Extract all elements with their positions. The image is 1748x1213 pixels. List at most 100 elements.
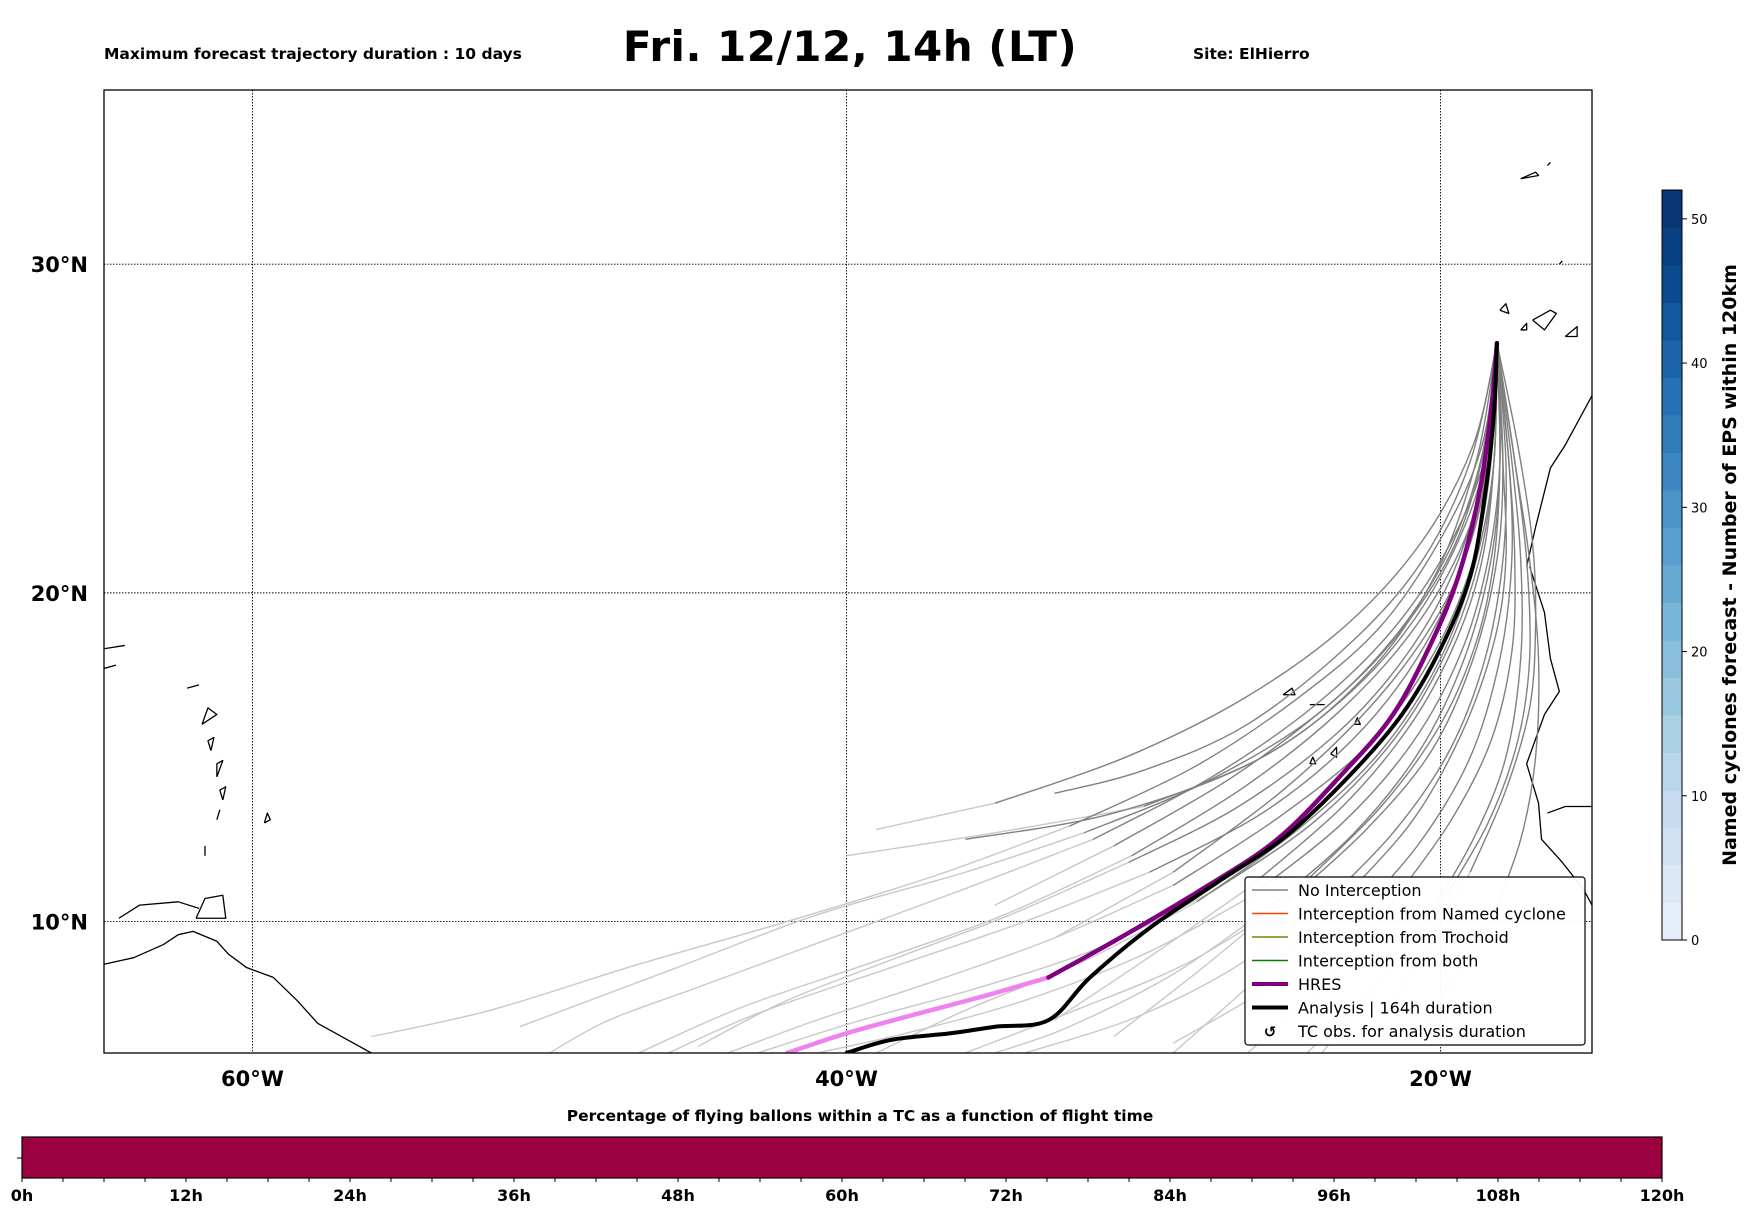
colorbar-swatch — [1662, 790, 1682, 828]
legend-label: TC obs. for analysis duration — [1297, 1022, 1526, 1041]
legend-label: Interception from both — [1298, 952, 1478, 971]
site-name: Site: ElHierro — [1193, 45, 1310, 63]
ensemble-trajectories — [965, 342, 1540, 922]
colorbar-swatch — [1662, 340, 1682, 378]
coastline — [1499, 302, 1510, 315]
coastline — [263, 812, 271, 824]
page-title: Fri. 12/12, 14h (LT) — [0, 22, 1700, 71]
ensemble-trajectory — [1315, 343, 1508, 913]
lon-tick-label: 20°W — [1409, 1067, 1472, 1091]
time-bar-tick-label: 24h — [333, 1186, 367, 1205]
lat-tick-label: 10°N — [31, 911, 88, 935]
axis-tick-labels: 60°W 40°W 20°W 30°N 20°N 10°N — [31, 253, 1472, 1091]
coastline — [104, 930, 378, 1053]
ensemble-trajectory — [1282, 343, 1504, 906]
colorbar-swatch — [1662, 902, 1682, 941]
colorbar-swatch — [1662, 752, 1682, 791]
time-bar-fill — [21, 1136, 1663, 1179]
legend-box — [1244, 876, 1586, 1046]
ensemble-trajectory-late — [638, 855, 1132, 1053]
ensemble-trajectory-late — [1054, 871, 1174, 939]
colorbar-tick-label: 0 — [1691, 934, 1699, 949]
hres-trajectory-late — [784, 975, 1051, 1053]
coastline — [201, 707, 218, 725]
ensemble-trajectory-late — [727, 884, 1174, 1053]
ensemble-trajectory — [1083, 342, 1498, 834]
ensemble-trajectory — [1469, 342, 1537, 873]
colorbar-swatch — [1662, 190, 1682, 228]
lon-tick-label: 40°W — [815, 1067, 878, 1091]
legend-label: Analysis | 164h duration — [1298, 999, 1493, 1018]
coastline — [1520, 171, 1540, 180]
legend: No Interception Interception from Named c… — [1244, 876, 1586, 1046]
tc-percentage-bar: Percentage of flying ballons within a TC… — [11, 1107, 1685, 1205]
ensemble-trajectory — [1068, 342, 1498, 827]
hres-trajectory-line — [1046, 340, 1500, 980]
colorbar-swatch — [1662, 265, 1682, 303]
colorbar-tick-label: 30 — [1691, 501, 1708, 516]
colorbar-swatch — [1662, 565, 1682, 603]
colorbar-label: Named cyclones forecast - Number of EPS … — [1719, 264, 1741, 866]
colorbar-swatch — [1662, 302, 1682, 341]
ensemble-trajectory — [1267, 343, 1501, 909]
colorbar-swatch — [1662, 677, 1682, 716]
ensemble-trajectory — [994, 342, 1498, 804]
colorbar: 0 10 20 30 40 50 Named cyclones forecast - Nu… — [1661, 189, 1741, 949]
tc-obs-marker-icon: ↺ — [1264, 1023, 1277, 1041]
colorbar-swatch — [1662, 415, 1682, 453]
time-bar-title: Percentage of flying ballons within a TC… — [567, 1107, 1154, 1125]
coastline — [1330, 746, 1338, 758]
ensemble-trajectory-late — [1054, 888, 1248, 1021]
coastline — [216, 759, 224, 778]
colorbar-swatch — [1662, 827, 1682, 866]
time-bar-tick-label: 120h — [1640, 1186, 1685, 1205]
lon-tick-label: 60°W — [221, 1067, 284, 1091]
map-frame — [103, 89, 1593, 1054]
ensemble-trajectory-late — [846, 805, 1144, 857]
ensemble-trajectory — [1425, 342, 1523, 922]
colorbar-swatch — [1662, 452, 1682, 491]
ensemble-trajectory — [1196, 343, 1498, 903]
ensemble-trajectory — [965, 342, 1498, 841]
ensemble-trajectory-late — [876, 802, 996, 831]
colorbar-swatch — [1662, 227, 1682, 266]
colorbar-frame — [1661, 189, 1683, 941]
ensemble-trajectory-late — [549, 838, 1094, 1053]
time-bar-tick-label: 36h — [497, 1186, 531, 1205]
coastline — [219, 786, 227, 801]
time-bar-tick-label: 72h — [989, 1186, 1023, 1205]
colorbar-swatch — [1662, 865, 1682, 903]
time-bar-tick-label: 96h — [1317, 1186, 1351, 1205]
ensemble-trajectory — [1054, 342, 1498, 795]
time-bar-tick-label: 0h — [11, 1186, 34, 1205]
coastline — [207, 736, 215, 751]
ensemble-trajectory-late — [519, 832, 1085, 1028]
coastline — [1547, 805, 1592, 814]
colorbar-tick-label: 40 — [1691, 357, 1708, 372]
coastline — [118, 901, 200, 919]
lat-tick-label: 20°N — [31, 582, 88, 606]
colorbar-tick-label: 50 — [1691, 213, 1708, 228]
legend-label: No Interception — [1298, 881, 1422, 900]
colorbar-swatch — [1662, 527, 1682, 566]
ensemble-trajectory-late — [668, 871, 1150, 1053]
analysis-trajectory — [844, 341, 1499, 1053]
time-bar-tick-label: 60h — [825, 1186, 859, 1205]
colorbar-swatch — [1662, 377, 1682, 416]
colorbar-tick-label: 20 — [1691, 646, 1708, 661]
ensemble-trajectory-late — [757, 891, 1213, 1053]
ensemble-trajectory-late — [965, 904, 1284, 1053]
colorbar-swatch — [1662, 715, 1682, 753]
title-text: Fri. 12/12, 14h (LT) — [622, 22, 1078, 71]
time-bar-tick-label: 12h — [169, 1186, 203, 1205]
ensemble-trajectory — [1350, 343, 1514, 922]
coastline — [186, 684, 200, 689]
lat-tick-label: 30°N — [31, 253, 88, 277]
ensemble-trajectory-late — [816, 897, 1248, 1053]
colorbar-swatch — [1662, 490, 1682, 528]
legend-label: Interception from Trochoid — [1298, 928, 1509, 947]
coastline — [104, 644, 125, 650]
coastline — [1546, 161, 1551, 167]
hres-trajectory — [784, 340, 1500, 1053]
